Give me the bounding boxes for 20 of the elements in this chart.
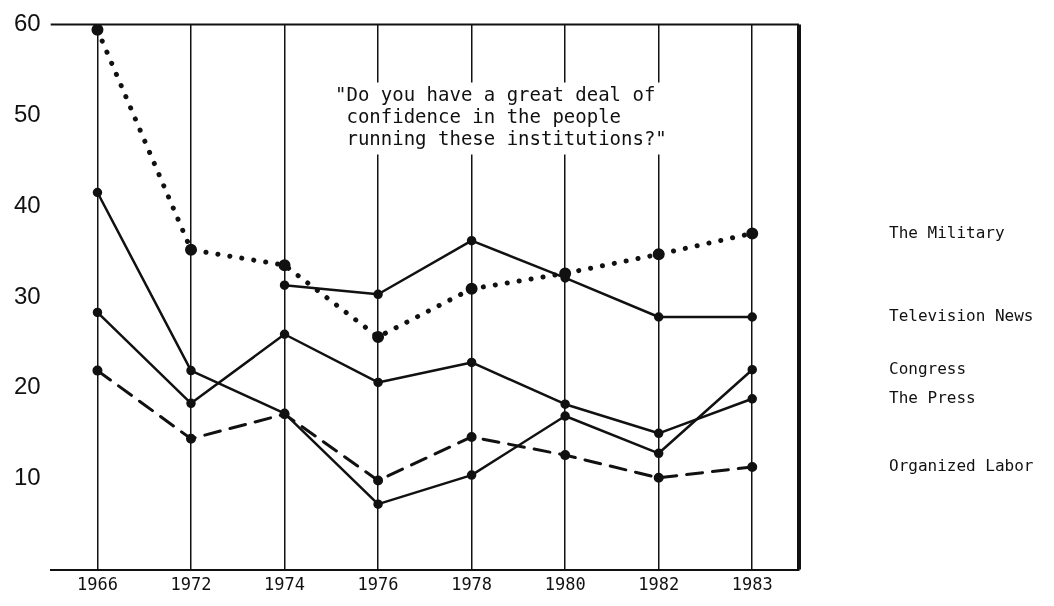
text: The Press	[889, 387, 976, 407]
x-tick-label: 1983	[731, 574, 773, 595]
y-tick-label: 20	[13, 372, 41, 400]
x-tick-label: 1972	[170, 574, 212, 595]
text: Television News	[889, 306, 1034, 326]
y-tick-label: 50	[13, 99, 41, 127]
y-tick-label: 10	[13, 463, 41, 491]
y-tick-label: 40	[13, 190, 41, 218]
x-tick-label: 1974	[264, 574, 306, 595]
x-tick-label: 1976	[357, 574, 399, 595]
text: The Military	[889, 222, 1005, 242]
x-tick-label: 1982	[638, 574, 680, 595]
x-tick-label: 1966	[76, 574, 118, 595]
y-tick-label: 30	[13, 281, 41, 309]
text: Congress	[889, 358, 967, 378]
x-tick-label: 1980	[544, 574, 586, 595]
text: Organized Labor	[889, 456, 1034, 476]
x-tick-label: 1978	[451, 574, 493, 595]
y-tick-label: 60	[13, 9, 41, 37]
annotation: "Do you have a great deal of confidence in the people running these institutions?"	[335, 82, 667, 149]
